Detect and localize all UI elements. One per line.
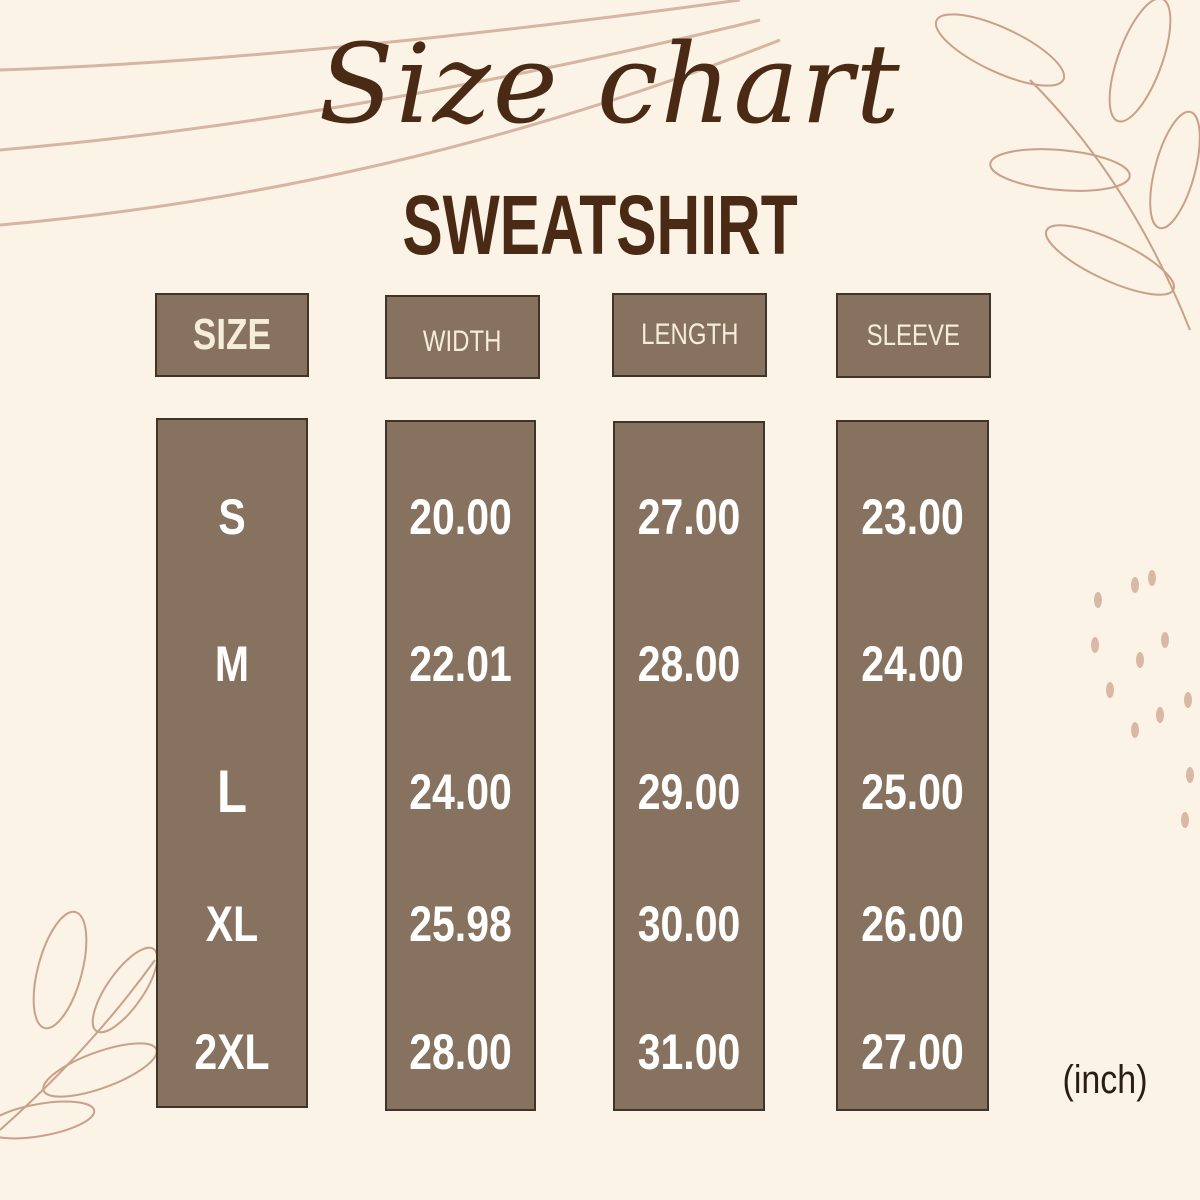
table-cell: 24.00	[861, 636, 964, 692]
page-title: Size chart	[318, 20, 902, 148]
header-label: WIDTH	[423, 325, 502, 358]
table-cell: 27.00	[637, 489, 741, 545]
header-sleeve: SLEEVE	[836, 293, 991, 378]
header-width: WIDTH	[385, 295, 540, 379]
table-cell: 2XL	[194, 1024, 270, 1080]
table-cell: 25.00	[861, 764, 964, 820]
table-cell: M	[214, 636, 250, 692]
column-length: 27.00 28.00 29.00 30.00 31.00	[613, 421, 765, 1111]
unit-label: (inch)	[1062, 1058, 1148, 1102]
header-size: SIZE	[155, 293, 309, 377]
table-cell: L	[216, 758, 248, 825]
table-cell: 25.98	[409, 896, 512, 952]
table-cell: 31.00	[637, 1024, 741, 1080]
table-cell: 26.00	[861, 896, 964, 952]
header-label: SLEEVE	[866, 318, 961, 352]
table-cell: 24.00	[409, 764, 512, 820]
table-cell: XL	[205, 896, 259, 952]
table-cell: S	[218, 489, 246, 545]
column-width: 20.00 22.01 24.00 25.98 28.00	[385, 420, 536, 1111]
leaf-branch-top-right-icon	[934, 0, 1200, 331]
table-cell: 22.01	[409, 636, 512, 692]
table-cell: 29.00	[637, 764, 741, 820]
column-sleeve: 23.00 24.00 25.00 26.00 27.00	[836, 420, 989, 1111]
table-cell: 30.00	[637, 896, 741, 952]
header-length: LENGTH	[612, 293, 767, 377]
table-cell: 28.00	[409, 1024, 512, 1080]
dots-decoration	[1091, 570, 1194, 828]
leaf-branch-bottom-left-icon	[0, 910, 159, 1140]
header-label: SIZE	[192, 310, 272, 359]
product-subtitle: SWEATSHIRT	[402, 178, 798, 272]
table-cell: 27.00	[861, 1024, 964, 1080]
table-cell: 23.00	[861, 489, 964, 545]
column-size: S M L XL 2XL	[156, 418, 308, 1108]
table-cell: 28.00	[637, 636, 741, 692]
curved-lines-decoration	[0, 0, 781, 227]
table-cell: 20.00	[409, 489, 512, 545]
header-label: LENGTH	[640, 318, 739, 351]
